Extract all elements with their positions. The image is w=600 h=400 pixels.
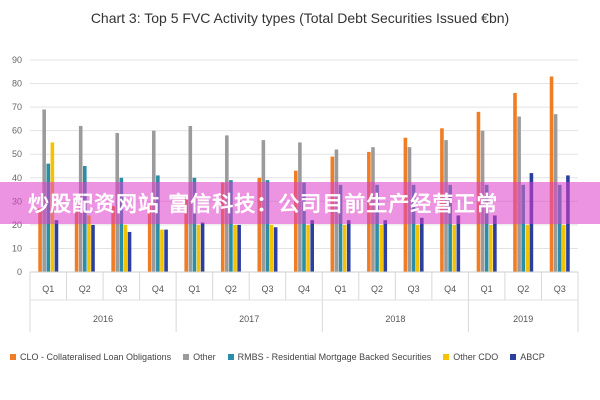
bar <box>184 196 188 272</box>
x-tick-label: Q4 <box>152 284 164 294</box>
x-tick-label: Q1 <box>481 284 493 294</box>
legend-item: Other <box>183 352 216 362</box>
bar <box>74 210 79 272</box>
year-group-label: 2016 <box>93 314 113 324</box>
bar <box>237 224 241 272</box>
y-tick-label: 90 <box>12 55 22 65</box>
bar <box>521 184 525 272</box>
legend-swatch <box>443 354 450 360</box>
bar <box>342 224 347 272</box>
bar <box>233 224 237 272</box>
y-tick-label: 80 <box>12 79 22 89</box>
x-tick-label: Q2 <box>371 284 383 294</box>
x-tick-label: Q3 <box>408 284 420 294</box>
bar <box>257 177 262 272</box>
bar <box>415 224 420 272</box>
legend-item: ABCP <box>510 352 545 362</box>
bar <box>87 215 91 272</box>
x-tick-label: Q2 <box>517 284 529 294</box>
y-tick-label: 70 <box>12 102 22 112</box>
bar <box>383 220 388 272</box>
bar <box>147 203 152 272</box>
x-tick-label: Q1 <box>335 284 347 294</box>
bar <box>160 229 164 272</box>
y-tick-label: 20 <box>12 220 22 230</box>
x-tick-label: Q4 <box>298 284 310 294</box>
x-tick-label: Q4 <box>444 284 456 294</box>
bar <box>525 224 530 272</box>
bar <box>420 217 424 272</box>
bar <box>196 224 201 272</box>
bar <box>557 184 562 272</box>
bar <box>493 215 497 272</box>
bar <box>306 224 310 272</box>
chart-legend: CLO - Collateralised Loan Obligations Oth… <box>10 352 595 362</box>
legend-label: Other CDO <box>453 352 499 362</box>
bar <box>338 184 343 272</box>
y-tick-label: 40 <box>12 173 22 183</box>
legend-item: RMBS - Residential Mortgage Backed Secur… <box>227 352 432 362</box>
bar <box>484 184 489 272</box>
legend-label: ABCP <box>520 352 545 362</box>
bar <box>127 231 132 272</box>
legend-item: Other CDO <box>443 352 498 362</box>
overlay-text: 炒股配资网站 富信科技：公司目前生产经营正常 <box>28 192 499 216</box>
bar <box>123 224 128 272</box>
x-tick-label: Q3 <box>115 284 127 294</box>
year-group-label: 2017 <box>239 314 259 324</box>
bar <box>265 180 270 272</box>
bar <box>448 184 452 272</box>
bar <box>200 222 205 272</box>
overlay-banner: 炒股配资网站 富信科技：公司目前生产经营正常 <box>0 182 600 224</box>
year-group-label: 2018 <box>385 314 405 324</box>
y-tick-label: 50 <box>12 149 22 159</box>
legend-label: CLO - Collateralised Loan Obligations <box>20 352 172 362</box>
legend-item: CLO - Collateralised Loan Obligations <box>10 352 171 362</box>
legend-label: RMBS - Residential Mortgage Backed Secur… <box>237 352 432 362</box>
x-tick-label: Q3 <box>261 284 273 294</box>
bar <box>192 177 197 272</box>
y-tick-label: 10 <box>12 243 22 253</box>
bar <box>91 224 95 272</box>
legend-label: Other <box>193 352 216 362</box>
bar <box>411 184 416 272</box>
x-tick-label: Q3 <box>554 284 566 294</box>
y-tick-label: 0 <box>17 267 22 277</box>
bar <box>273 227 278 272</box>
legend-swatch <box>227 354 234 360</box>
x-tick-label: Q2 <box>225 284 237 294</box>
bar <box>269 224 274 272</box>
bar <box>379 224 383 272</box>
x-tick-label: Q1 <box>42 284 54 294</box>
legend-swatch <box>10 354 16 360</box>
bar <box>54 220 59 272</box>
bar <box>346 220 351 272</box>
y-tick-label: 60 <box>12 126 22 136</box>
bar <box>375 184 379 272</box>
bar <box>111 206 115 272</box>
bar <box>302 182 306 272</box>
bar <box>488 224 493 272</box>
bar <box>456 215 461 272</box>
x-tick-label: Q2 <box>79 284 91 294</box>
bar <box>119 177 124 272</box>
bar <box>229 180 233 272</box>
year-group-label: 2019 <box>513 314 533 324</box>
bar <box>549 76 554 272</box>
bar <box>452 224 457 272</box>
bar <box>38 208 42 272</box>
legend-swatch <box>510 354 517 360</box>
bar <box>220 182 225 272</box>
bar <box>164 229 168 272</box>
x-tick-label: Q1 <box>188 284 200 294</box>
legend-swatch <box>183 354 190 360</box>
chart-title: Chart 3: Top 5 FVC Activity types (Total… <box>90 10 510 26</box>
bar <box>562 224 566 272</box>
bar <box>310 220 314 272</box>
